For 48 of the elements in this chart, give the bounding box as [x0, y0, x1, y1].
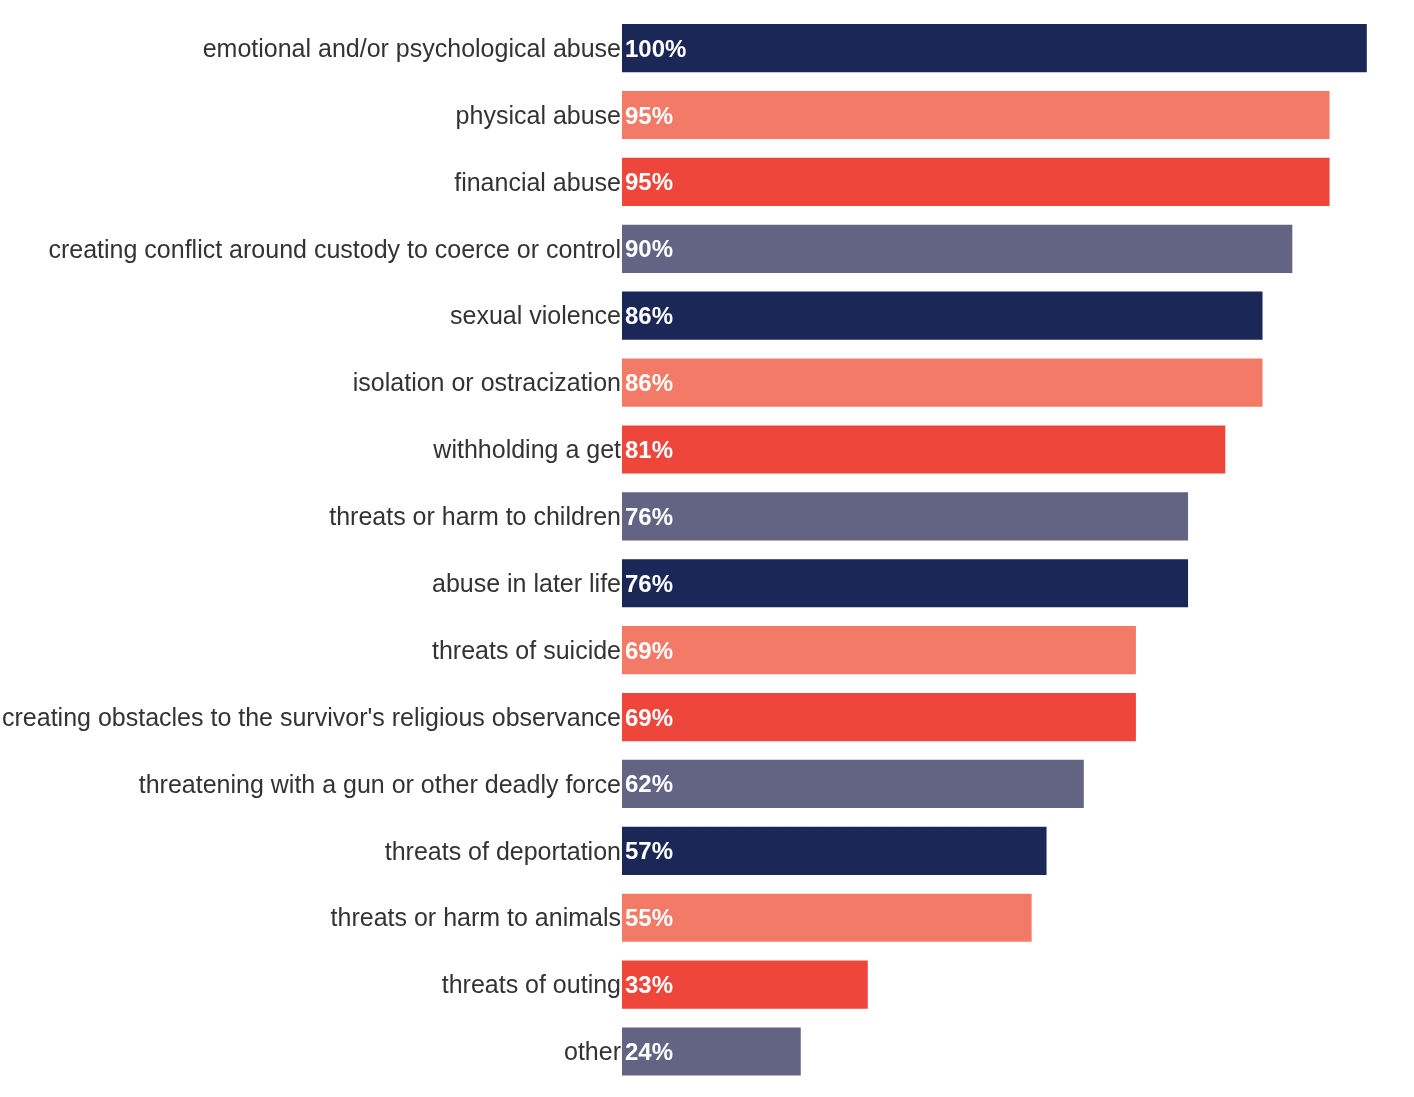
data-label: 81%: [625, 435, 674, 463]
y-tick-label: creating obstacles to the survivor's religious observance: [2, 702, 621, 731]
data-label: 69%: [625, 636, 674, 664]
y-tick-label: threats or harm to children: [329, 502, 621, 531]
y-tick-label: other: [564, 1037, 621, 1066]
y-tick-label: sexual violence: [450, 301, 621, 330]
data-label: 76%: [625, 502, 674, 530]
bar: [622, 291, 1263, 340]
y-tick-label: financial abuse: [454, 167, 621, 196]
data-label: 95%: [625, 168, 674, 196]
data-label: 62%: [625, 770, 674, 798]
y-tick-label: threats of deportation: [384, 836, 621, 865]
y-tick-label: physical abuse: [455, 100, 621, 129]
y-tick-label: withholding a get: [432, 435, 622, 464]
bar: [622, 425, 1226, 474]
data-label: 57%: [625, 837, 674, 865]
data-label: 33%: [625, 971, 674, 999]
bar: [622, 1027, 801, 1076]
y-tick-label: emotional and/or psychological abuse: [202, 33, 621, 62]
bar: [622, 893, 1032, 942]
bar: [622, 692, 1136, 742]
bar: [622, 960, 868, 1009]
data-label: 86%: [625, 302, 674, 330]
bar: [622, 157, 1330, 206]
bar: [622, 90, 1330, 140]
y-tick-label: isolation or ostracization: [352, 368, 621, 397]
y-tick-label: threats of outing: [441, 970, 621, 999]
data-label: 76%: [625, 569, 674, 597]
data-label: 24%: [625, 1038, 674, 1066]
data-label: 86%: [625, 369, 674, 397]
bar: [622, 626, 1136, 675]
bar: [622, 24, 1367, 73]
y-tick-label: threats of suicide: [432, 635, 621, 664]
data-label: 55%: [625, 904, 674, 932]
data-label: 69%: [625, 703, 674, 731]
bar: [622, 358, 1263, 407]
bar: [622, 224, 1293, 273]
bar: [622, 759, 1084, 809]
data-label: 95%: [625, 101, 674, 129]
data-label: 90%: [625, 235, 674, 263]
y-tick-label: abuse in later life: [431, 569, 621, 598]
bar: [622, 492, 1189, 541]
y-tick-label: threatening with a gun or other deadly force: [138, 769, 621, 798]
bar: [622, 826, 1047, 875]
y-tick-label: threats or harm to animals: [330, 903, 621, 932]
bar: [622, 559, 1189, 608]
y-tick-label: creating conflict around custody to coerce or control: [48, 234, 621, 263]
data-label: 100%: [625, 34, 687, 62]
